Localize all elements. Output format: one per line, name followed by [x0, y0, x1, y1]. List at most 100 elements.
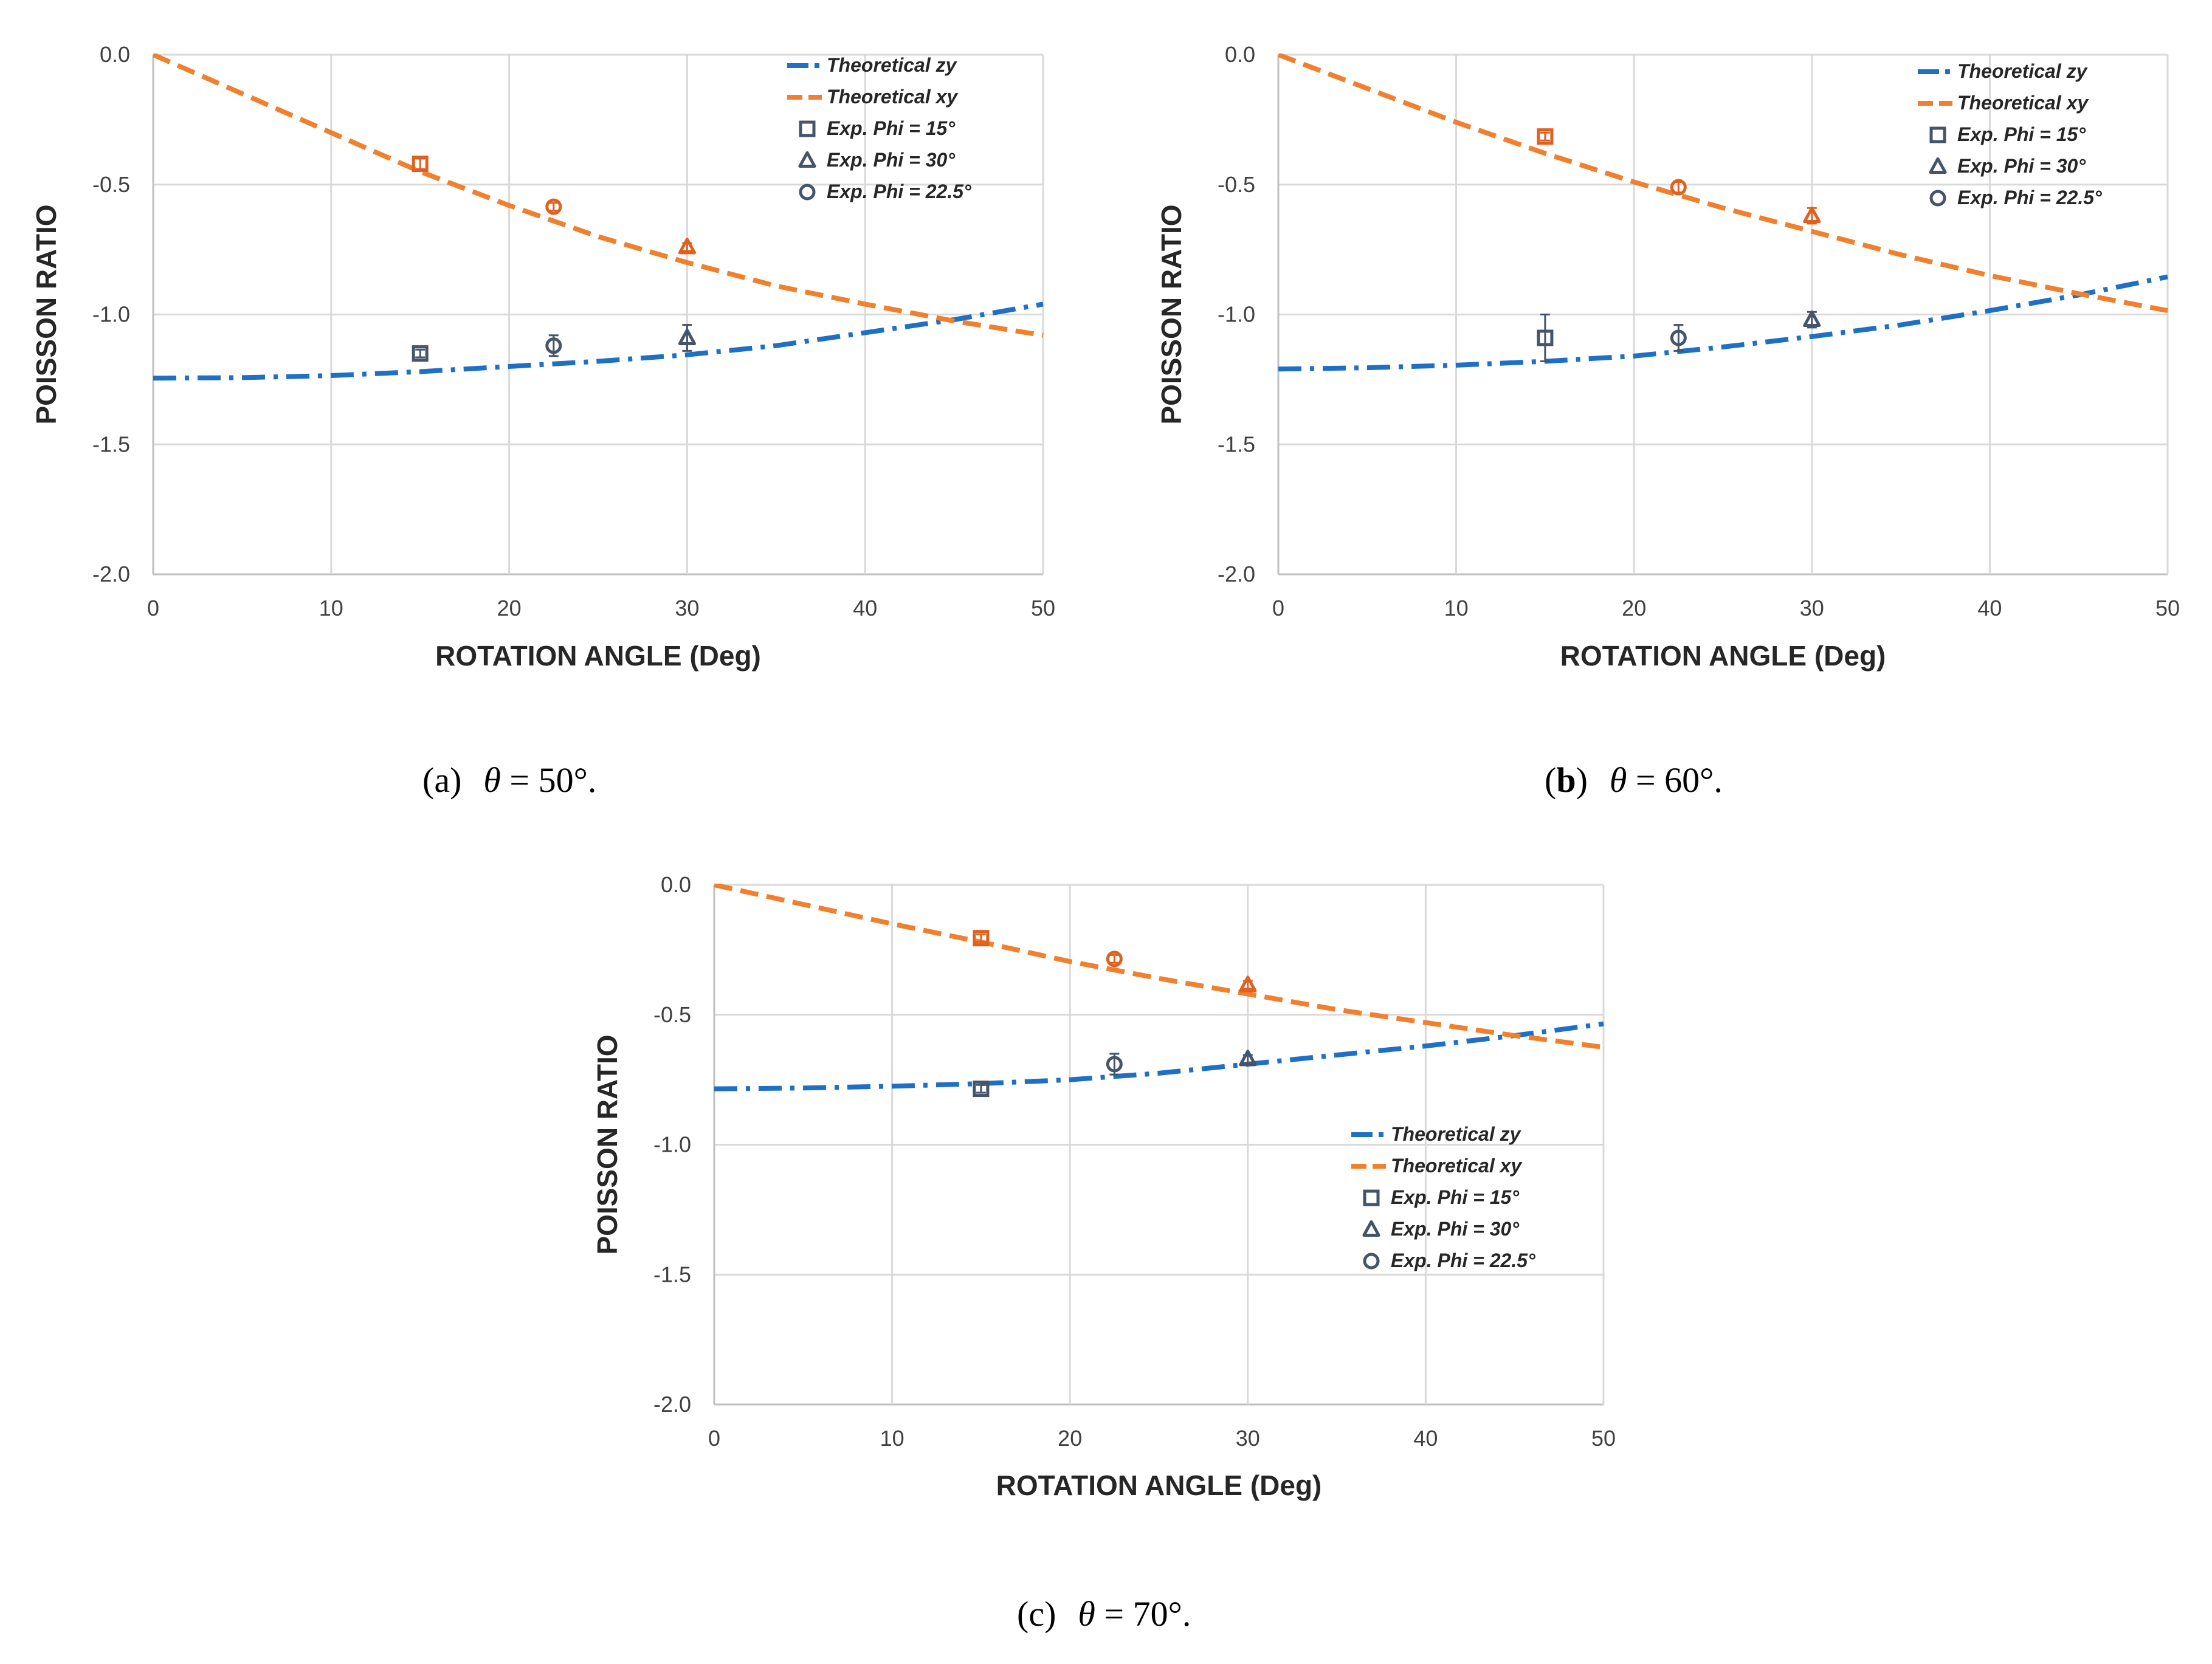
x-tick-label: 10: [1444, 596, 1469, 621]
chart-panel-c: 0.0 -0.5 -1.0 -1.5 -2.0 0 10 20 30 40 50 ROTATION A…: [591, 872, 1616, 1501]
legend-marker-triangle: [798, 151, 816, 168]
data-point-triangle: [1239, 1050, 1257, 1067]
legend-item: Exp. Phi = 22.5°: [799, 180, 971, 202]
series-line-theoretical-xy: [714, 884, 1604, 1050]
series-line-theoretical-zy: [1278, 274, 2168, 372]
x-tick-label: 30: [1800, 596, 1824, 621]
y-tick-label: -1.0: [653, 1132, 691, 1157]
y-axis-label: POISSON RATIO: [30, 204, 62, 424]
y-axis-label: POISSON RATIO: [591, 1034, 623, 1254]
legend-item: Theoretical zy: [1918, 60, 2089, 82]
x-axis-label: ROTATION ANGLE (Deg): [1560, 640, 1886, 672]
y-tick-label: 0.0: [1225, 42, 1255, 67]
y-tick-label: 0.0: [661, 872, 691, 897]
x-tick-label: 0: [1272, 596, 1284, 621]
legend-marker-triangle: [1362, 1220, 1380, 1237]
caption-b: (b) θ = 60°.: [1545, 760, 1723, 800]
legend-label: Exp. Phi = 15°: [1391, 1186, 1519, 1208]
caption-equals: =: [1095, 1594, 1133, 1634]
legend-label: Exp. Phi = 30°: [827, 149, 955, 171]
legend-item: Exp. Phi = 15°: [1363, 1186, 1519, 1208]
legend-label: Theoretical zy: [1957, 60, 2089, 82]
legend-item: Theoretical xy: [787, 86, 959, 108]
series-group: [714, 884, 1604, 1098]
x-axis-label: ROTATION ANGLE (Deg): [435, 640, 761, 672]
caption-theta: θ: [1078, 1594, 1095, 1634]
legend-item: Exp. Phi = 30°: [798, 149, 955, 171]
caption-open: (: [1017, 1594, 1028, 1634]
series-line-theoretical-zy: [714, 1021, 1604, 1092]
x-tick-label: 10: [319, 596, 343, 621]
legend-marker-square: [799, 120, 816, 137]
series-group: [153, 53, 1044, 381]
chart-panel-b: 0.0 -0.5 -1.0 -1.5 -2.0 0 10 20 30 40 50 ROTATION A…: [1156, 42, 2180, 672]
legend-item: Exp. Phi = 15°: [1929, 123, 2086, 145]
x-tick-label: 0: [708, 1426, 720, 1451]
y-tick-label: -2.0: [92, 562, 130, 586]
x-tick-label: 30: [1236, 1426, 1260, 1451]
legend-item: Exp. Phi = 30°: [1362, 1218, 1519, 1240]
x-tick-label: 20: [497, 596, 522, 621]
x-tick-label: 40: [1413, 1426, 1438, 1451]
y-tick-label: -0.5: [653, 1002, 691, 1027]
caption-letter: b: [1556, 760, 1576, 800]
x-tick-label: 50: [2155, 596, 2180, 621]
data-point-square: [1537, 128, 1554, 145]
caption-open: (: [1545, 760, 1556, 800]
data-point-circle: [545, 198, 562, 215]
legend-label: Theoretical zy: [827, 54, 958, 76]
caption-close: ): [1044, 1594, 1056, 1634]
caption-close: ): [450, 760, 461, 800]
y-tick-label: -0.5: [92, 172, 130, 197]
y-tick-label: -1.5: [92, 431, 130, 456]
legend-item: Theoretical xy: [1918, 92, 2089, 114]
caption-value: 70°.: [1133, 1594, 1191, 1634]
legend-label: Theoretical xy: [1391, 1155, 1523, 1177]
x-tick-label: 20: [1622, 596, 1646, 621]
caption-open: (: [422, 760, 434, 800]
caption-value: 50°.: [539, 760, 597, 800]
legend-label: Theoretical zy: [1391, 1123, 1522, 1145]
legend: Theoretical zy Theoretical xy Exp. Phi = 1…: [787, 54, 971, 202]
legend: Theoretical zy Theoretical xy Exp. Phi = 1…: [1351, 1123, 1535, 1271]
x-tick-label: 30: [675, 596, 699, 621]
legend-label: Exp. Phi = 22.5°: [1957, 187, 2102, 208]
data-point-circle: [1670, 329, 1687, 346]
y-axis-label: POISSON RATIO: [1156, 204, 1187, 424]
x-tick-label: 50: [1031, 596, 1055, 621]
legend-label: Exp. Phi = 15°: [827, 117, 955, 139]
legend-label: Exp. Phi = 30°: [1957, 155, 2086, 177]
x-tick-label: 40: [853, 596, 877, 621]
caption-c: (c) θ = 70°.: [1017, 1594, 1191, 1634]
legend-label: Exp. Phi = 22.5°: [827, 180, 971, 202]
data-point-square: [412, 156, 429, 173]
legend-marker-circle: [799, 184, 816, 201]
legend-label: Theoretical xy: [1957, 92, 2089, 114]
y-tick-label: -1.5: [653, 1262, 691, 1287]
legend-item: Exp. Phi = 15°: [799, 117, 955, 139]
data-point-triangle: [678, 238, 696, 255]
legend-marker-circle: [1363, 1253, 1380, 1270]
series-group: [1278, 53, 2168, 372]
y-tick-label: -2.0: [653, 1392, 691, 1417]
data-point-square: [973, 1081, 990, 1098]
legend-item: Exp. Phi = 22.5°: [1363, 1250, 1535, 1271]
data-point-square: [1537, 329, 1554, 346]
legend-marker-triangle: [1929, 157, 1947, 174]
data-point-triangle: [1803, 310, 1821, 328]
data-point-triangle: [678, 328, 696, 345]
legend-item: Exp. Phi = 30°: [1929, 155, 2086, 177]
y-tick-label: -2.0: [1218, 562, 1255, 586]
data-point-circle: [1670, 179, 1687, 196]
legend-marker-square: [1363, 1189, 1380, 1206]
y-tick-label: -1.5: [1218, 431, 1255, 456]
caption-equals: =: [1627, 760, 1664, 800]
series-line-theoretical-xy: [1278, 53, 2168, 314]
y-tick-label: -1.0: [1218, 302, 1255, 327]
legend-marker-circle: [1929, 190, 1946, 207]
legend-label: Exp. Phi = 30°: [1391, 1218, 1519, 1240]
caption-a: (a) θ = 50°.: [422, 760, 596, 800]
y-tick-label: -1.0: [92, 302, 130, 327]
legend-item: Theoretical zy: [787, 54, 958, 76]
